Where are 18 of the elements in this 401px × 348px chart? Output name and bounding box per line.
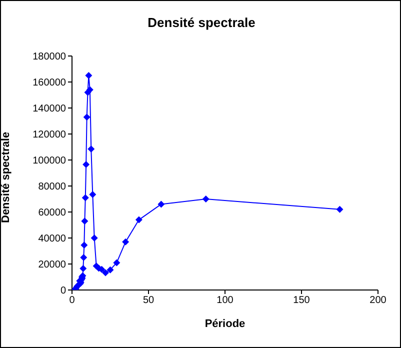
y-tick-label: 100000 bbox=[32, 156, 66, 167]
x-tick-label: 0 bbox=[69, 295, 76, 306]
x-tick-label: 200 bbox=[370, 295, 387, 306]
y-tick-label: 20000 bbox=[38, 260, 66, 271]
y-tick-label: 120000 bbox=[32, 130, 66, 141]
y-tick-label: 160000 bbox=[32, 78, 66, 89]
y-tick-label: 80000 bbox=[38, 182, 66, 193]
y-tick-label: 140000 bbox=[32, 104, 66, 115]
x-tick-label: 150 bbox=[293, 295, 310, 306]
x-tick-label: 50 bbox=[142, 295, 154, 306]
y-axis-title: Densité spectrale bbox=[0, 132, 12, 223]
y-tick-label: 60000 bbox=[38, 208, 66, 219]
y-tick-label: 180000 bbox=[32, 52, 66, 63]
y-tick-label: 40000 bbox=[38, 234, 66, 245]
y-tick-label: 0 bbox=[60, 286, 66, 297]
x-tick-label: 100 bbox=[216, 295, 234, 306]
x-axis-title: Période bbox=[204, 318, 246, 330]
chart-title: Densité spectrale bbox=[146, 15, 256, 30]
